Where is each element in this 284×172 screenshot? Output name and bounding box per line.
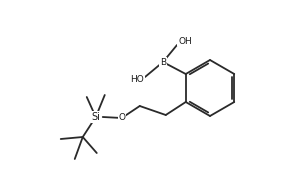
Text: O: O: [118, 114, 125, 122]
Text: OH: OH: [178, 36, 192, 46]
Text: Si: Si: [91, 112, 100, 122]
Text: B: B: [160, 57, 166, 67]
Text: HO: HO: [130, 74, 144, 83]
